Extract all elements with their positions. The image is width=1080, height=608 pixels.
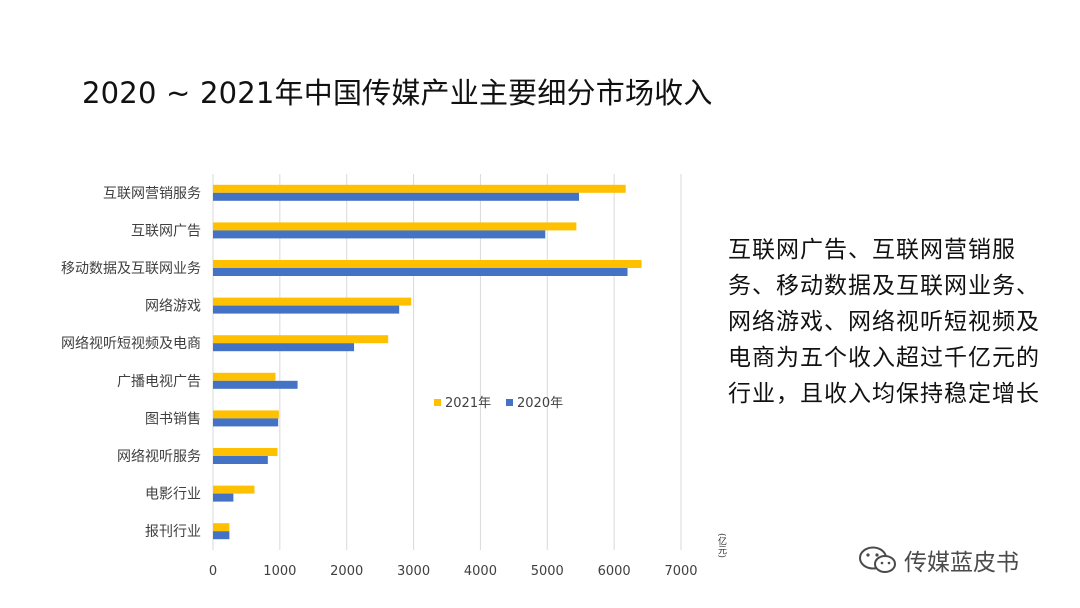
x-tick-label: 5000: [531, 564, 564, 579]
chart-title: 2020 ~ 2021年中国传媒产业主要细分市场收入: [82, 76, 713, 110]
x-tick-label: 1000: [263, 564, 296, 579]
bar-2020-1: [213, 230, 546, 239]
watermark-text: 传媒蓝皮书: [904, 550, 1019, 576]
legend-label-2021: 2021年: [445, 396, 491, 411]
x-tick-label: 0: [209, 564, 217, 579]
annotation-text: 互联网广告、互联网营销服务、移动数据及互联网业务、网络游戏、网络视听短视频及电商…: [728, 237, 1040, 407]
legend-label-2020: 2020年: [517, 396, 563, 411]
bar-2021-0: [213, 184, 626, 193]
watermark: 传媒蓝皮书: [858, 543, 1019, 577]
x-tick-label: 4000: [464, 564, 497, 579]
bar-2021-9: [213, 523, 230, 532]
x-tick-labels: 0 1000 2000 3000 4000 5000 6000 7000: [209, 564, 698, 579]
bar-2020-9: [213, 531, 230, 540]
bar-2020-8: [213, 493, 234, 502]
bar-2020-4: [213, 343, 355, 352]
bar-2021-2: [213, 260, 642, 268]
bar-2020-3: [213, 305, 400, 314]
legend-swatch-2021: [434, 399, 441, 406]
category-label: 报刊行业: [145, 524, 201, 540]
x-tick-label: 7000: [664, 564, 697, 579]
category-label: 电影行业: [145, 487, 201, 503]
legend-swatch-2020: [506, 399, 513, 406]
bar-2020-2: [213, 268, 628, 276]
bar-2021-8: [213, 485, 255, 494]
legend: 2021年 2020年: [434, 396, 563, 411]
bar-2020-7: [213, 456, 268, 464]
bar-2020-0: [213, 192, 580, 201]
bar-2021-1: [213, 222, 577, 231]
bar-2021-3: [213, 297, 412, 306]
category-label: 图书销售: [145, 411, 201, 427]
x-tick-label: 6000: [598, 564, 631, 579]
x-tick-label: 3000: [397, 564, 430, 579]
category-label: 网络视听短视频及电商: [61, 336, 201, 352]
bar-2021-4: [213, 335, 389, 344]
bar-2020-6: [213, 418, 279, 427]
category-label: 网络视听服务: [117, 449, 201, 465]
x-tick-label: 2000: [330, 564, 363, 579]
category-label: 移动数据及互联网业务: [61, 261, 201, 277]
bars: [213, 184, 642, 540]
category-label: 互联网广告: [131, 223, 201, 239]
bar-2021-5: [213, 372, 276, 381]
category-label: 广播电视广告: [117, 374, 201, 390]
bar-2021-7: [213, 448, 278, 456]
category-labels: 互联网营销服务互联网广告移动数据及互联网业务网络游戏网络视听短视频及电商广播电视…: [61, 186, 201, 540]
bar-2021-6: [213, 410, 279, 419]
category-label: 互联网营销服务: [103, 186, 201, 202]
unit-label: (亿元): [716, 533, 726, 559]
wechat-icon: [859, 546, 896, 573]
category-label: 网络游戏: [145, 299, 201, 315]
bar-2020-5: [213, 380, 298, 389]
